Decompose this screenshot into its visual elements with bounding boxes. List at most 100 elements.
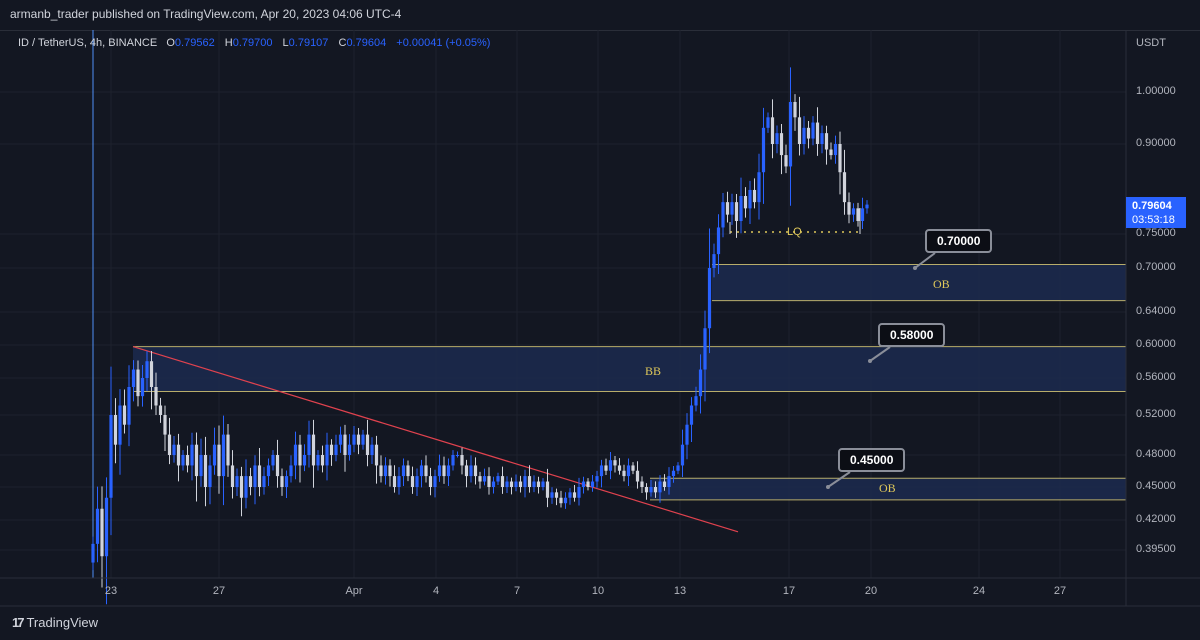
candle-body [451,455,455,466]
candle [509,477,514,495]
candle-body [284,476,289,487]
candle [100,486,104,588]
candle [523,469,527,498]
candle [361,429,365,450]
candle-body [181,455,185,466]
candle [496,472,500,485]
candle [397,467,401,495]
candle [199,438,203,487]
candle-body [244,476,248,498]
candle [797,96,802,156]
candle-body [563,497,568,504]
candle-body [802,127,806,144]
candle [176,433,181,482]
candle-body [788,101,793,167]
candle-body [527,476,532,487]
candle-body [550,492,554,498]
candle [343,424,347,472]
candle [514,474,518,492]
candle [572,485,577,502]
candle [712,243,716,278]
candle [640,476,644,494]
candle [694,386,698,412]
candle [109,366,113,536]
candle [667,467,671,495]
candle-body [626,465,631,477]
candle-body [842,172,847,203]
candle-body [631,465,635,471]
candle [847,192,851,224]
candle [779,124,784,175]
candle-body [487,476,491,487]
time-tick-label: 10 [591,585,605,597]
candle [253,455,257,505]
candle [338,426,343,453]
candle-body [545,481,550,498]
callout-0-70[interactable]: 0.70000 [925,229,993,253]
candle-body [289,465,293,477]
candle [550,487,554,504]
candle [707,228,712,354]
candle [842,149,847,215]
candle-body [419,465,424,477]
candle-body [388,465,392,477]
candle-body [793,101,797,118]
candle-body [815,122,820,144]
time-tick-label: 27 [212,585,226,597]
candle-body [127,386,131,425]
candle [788,67,793,206]
high-label: H [224,37,233,49]
callout-0-45[interactable]: 0.45000 [838,448,906,472]
candle-body [496,476,500,482]
candle [622,464,626,482]
candle-body [379,465,383,477]
time-tick-label: 17 [782,585,796,597]
candle [784,144,788,174]
candle [865,200,869,214]
candle [689,397,694,443]
close-label: C [338,37,347,49]
candle-body [343,434,347,455]
candle-body [401,465,406,477]
candle [473,457,478,485]
candle [329,439,334,466]
time-tick-label: 27 [1053,585,1067,597]
candle [185,445,190,473]
candle-body [770,117,775,144]
candle [608,452,613,480]
candle-body [131,369,136,387]
candle [802,116,806,155]
candle-body [455,455,460,456]
candle-body [766,117,770,128]
candle-body [685,424,689,445]
candle [437,454,442,482]
candle [536,476,541,494]
candle-body [338,434,343,445]
symbol-name[interactable]: ID / TetherUS, 4h, BINANCE [18,37,158,49]
candle-body [599,465,604,477]
candle-body [640,481,644,487]
candle [680,429,685,478]
candle-body [473,465,478,477]
candle [478,471,482,489]
candle-body [829,149,833,156]
tradingview-footer[interactable]: 17 TradingView [12,615,98,630]
time-tick-label: 7 [513,585,521,597]
candle [118,389,122,475]
candle [262,467,266,495]
candle-body [806,127,811,139]
candle [748,180,752,225]
symbol-legend: ID / TetherUS, 4h, BINANCE O0.79562 H0.7… [18,37,497,49]
candle-body [644,487,649,493]
candle [586,478,590,491]
published-by: armanb_trader published on TradingView.c… [10,7,402,21]
bar-countdown: 03:53:18 [1132,214,1175,226]
candle [424,455,428,483]
candle [671,466,676,483]
candle-body [653,487,658,493]
candle-body [257,465,262,487]
candle [500,466,505,494]
candle-body [266,465,271,477]
callout-0-58[interactable]: 0.58000 [878,323,946,347]
